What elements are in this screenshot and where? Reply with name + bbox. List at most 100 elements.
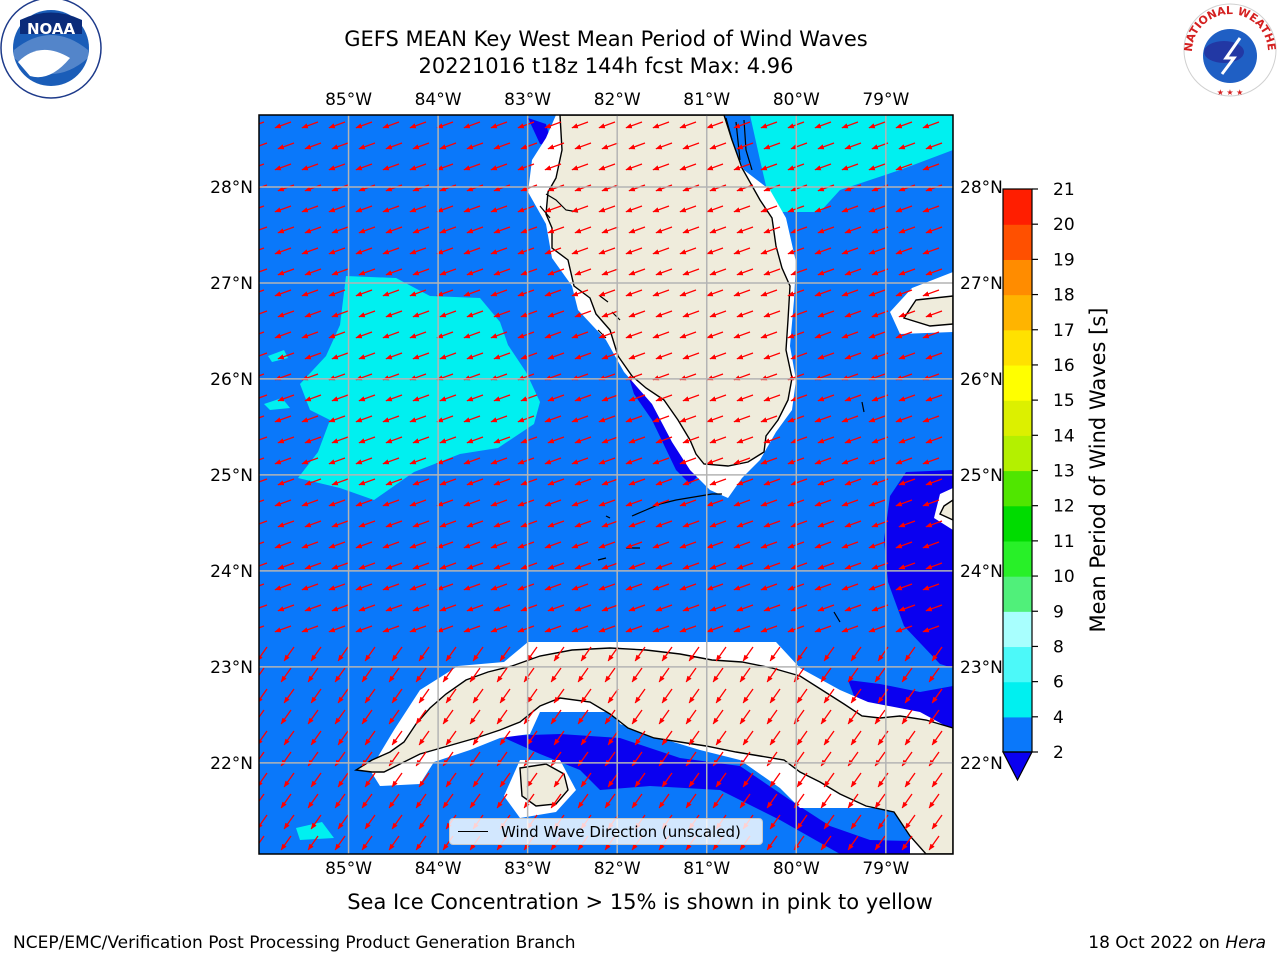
wind-arrow [490,331,508,339]
wind-arrow [874,751,886,767]
wind-arrow [388,835,400,851]
svg-text:★ ★ ★: ★ ★ ★ [1217,88,1244,97]
wind-arrow [439,436,457,444]
wind-arrow [763,310,781,318]
wind-arrow [277,520,295,528]
wind-arrow [310,772,322,788]
wind-arrow [328,205,346,213]
wind-arrow [385,184,403,192]
wind-arrow [898,310,916,318]
wind-arrow [898,268,916,276]
wind-arrow [655,394,673,402]
wind-arrow [868,247,886,255]
wind-arrow [769,688,781,704]
wind-arrow [358,604,376,612]
wind-arrow [739,793,751,809]
wind-arrow [901,835,913,851]
wind-arrow [688,646,700,662]
wind-arrow [628,310,646,318]
wind-arrow [796,688,808,704]
wind-arrow [499,646,511,662]
wind-arrow [490,163,508,171]
wind-arrow [790,604,808,612]
wind-arrow [358,562,376,570]
wind-arrow [682,142,700,150]
wind-arrow [412,394,430,402]
lat-label-right: 25°N [960,466,1003,486]
wind-arrow [358,226,376,234]
wind-arrow [385,520,403,528]
wind-arrow [655,562,673,570]
wind-arrow [490,583,508,591]
wind-arrow [655,142,673,150]
wind-arrow [601,352,619,360]
wind-arrow [574,436,592,444]
wind-arrow [631,709,643,725]
wind-arrow [547,268,565,276]
wind-arrow [814,415,832,423]
wind-arrow [547,352,565,360]
wind-arrow [472,646,484,662]
wind-arrow [436,121,454,129]
lon-label-top: 81°W [683,90,730,110]
wind-arrow [418,814,430,830]
colorbar-segment [1003,646,1032,683]
wind-arrow [304,478,322,486]
wind-arrow [328,541,346,549]
wind-arrow [628,268,646,276]
wind-arrow [571,163,589,171]
wind-arrow [841,541,859,549]
wind-arrow [742,772,754,788]
wind-arrow [634,730,646,746]
wind-arrow [385,604,403,612]
wind-arrow [469,793,481,809]
wind-arrow [841,625,859,633]
wind-arrow [790,436,808,444]
wind-arrow [571,247,589,255]
wind-arrow [652,457,670,465]
wind-arrow [439,478,457,486]
colorbar-segment [1003,224,1032,260]
wind-arrow [662,857,672,871]
wind-arrow [334,709,346,725]
wind-arrow [355,289,373,297]
wind-arrow [547,184,565,192]
wind-arrow [601,184,619,192]
wind-arrow [760,331,778,339]
wind-arrow [499,730,511,746]
wind-arrow [769,814,781,830]
wind-arrow [259,499,265,503]
wind-arrow [385,226,403,234]
wind-arrow [763,268,781,276]
lon-label-bottom: 81°W [683,859,730,879]
wind-arrow [259,247,265,251]
wind-arrow [466,310,484,318]
wind-arrow [436,541,454,549]
wind-arrow [760,583,778,591]
wind-arrow [496,667,508,683]
wind-arrow [382,289,400,297]
lat-label-left: 23°N [210,658,253,678]
wind-arrow [598,415,616,423]
wind-arrow [277,184,295,192]
wind-arrow [742,646,754,662]
wind-arrow [493,520,511,528]
wind-arrow [364,814,376,830]
wind-arrow [496,709,508,725]
wind-arrow [439,352,457,360]
colorbar-segment [1003,189,1032,225]
wind-arrow [868,163,886,171]
wind-arrow [652,163,670,171]
wind-arrow [598,289,616,297]
colorbar-title: Mean Period of Wind Waves [s] [1086,307,1110,633]
wind-arrow [409,121,427,129]
wind-arrow [311,857,321,871]
wind-arrow [766,667,778,683]
wind-arrow [868,289,886,297]
wind-arrow [436,457,454,465]
wind-arrow [304,520,322,528]
wind-arrow [493,184,511,192]
colorbar-tick-label: 15 [1053,391,1075,411]
colorbar-tick-label: 11 [1053,532,1075,552]
wind-arrow [307,751,319,767]
